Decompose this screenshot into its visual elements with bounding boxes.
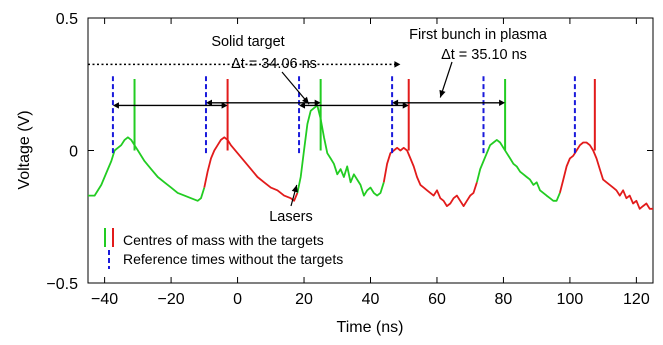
x-tick-label: −20 bbox=[158, 291, 185, 308]
arrowhead bbox=[499, 99, 506, 106]
arrowhead bbox=[314, 99, 321, 106]
x-tick-label: 20 bbox=[295, 291, 313, 308]
solid-target-title: Solid target bbox=[211, 34, 284, 50]
arrowhead bbox=[112, 102, 119, 109]
y-axis-label: Voltage (V) bbox=[16, 110, 33, 189]
signal-segment-red bbox=[559, 141, 653, 210]
axis-ticks: −40 −20 0 20 40 60 80 100 120 −0.5 0 0.5 bbox=[46, 11, 653, 308]
lasers-label: Lasers bbox=[269, 209, 313, 225]
x-tick-label: 0 bbox=[233, 291, 242, 308]
legend-label-centres: Centres of mass with the targets bbox=[123, 232, 324, 248]
legend: Centres of mass with the targets Referen… bbox=[104, 228, 343, 269]
signal-segment-green bbox=[296, 104, 385, 197]
solid-target-dt: Δt = 34.06 ns bbox=[231, 56, 317, 72]
plasma-title: First bunch in plasma bbox=[409, 27, 548, 43]
x-axis-label: Time (ns) bbox=[337, 319, 404, 336]
y-tick-label: 0.5 bbox=[56, 11, 78, 28]
signal-segment-green bbox=[88, 136, 206, 202]
pointer-arrowhead bbox=[439, 89, 446, 98]
legend-label-reference: Reference times without the targets bbox=[123, 251, 343, 267]
centre-of-mass-lines bbox=[133, 78, 596, 151]
arrowhead bbox=[402, 102, 409, 109]
period-arrows bbox=[88, 61, 506, 109]
signal-trace bbox=[88, 104, 653, 210]
pointer-arrowhead bbox=[302, 96, 310, 105]
arrowhead bbox=[392, 99, 399, 106]
signal-segment-green bbox=[476, 139, 561, 202]
x-tick-label: 100 bbox=[557, 291, 584, 308]
plasma-dt: Δt = 35.10 ns bbox=[441, 47, 527, 63]
signal-segment-red bbox=[203, 136, 299, 202]
reference-time-lines bbox=[111, 76, 576, 154]
pointer-arrowhead bbox=[291, 184, 298, 193]
signal-segment-red bbox=[382, 146, 478, 207]
y-tick-label: −0.5 bbox=[46, 276, 78, 293]
x-tick-label: −40 bbox=[91, 291, 118, 308]
annotation-pointers bbox=[281, 61, 453, 207]
arrowhead bbox=[221, 102, 228, 109]
arrowhead bbox=[205, 99, 212, 106]
x-tick-label: 40 bbox=[362, 291, 380, 308]
x-tick-label: 60 bbox=[428, 291, 446, 308]
arrowhead bbox=[299, 102, 306, 109]
arrowhead bbox=[394, 61, 401, 68]
y-tick-label: 0 bbox=[69, 144, 78, 161]
x-tick-label: 120 bbox=[623, 291, 650, 308]
annotations: Solid target Δt = 34.06 ns First bunch i… bbox=[211, 27, 548, 225]
x-tick-label: 80 bbox=[495, 291, 513, 308]
